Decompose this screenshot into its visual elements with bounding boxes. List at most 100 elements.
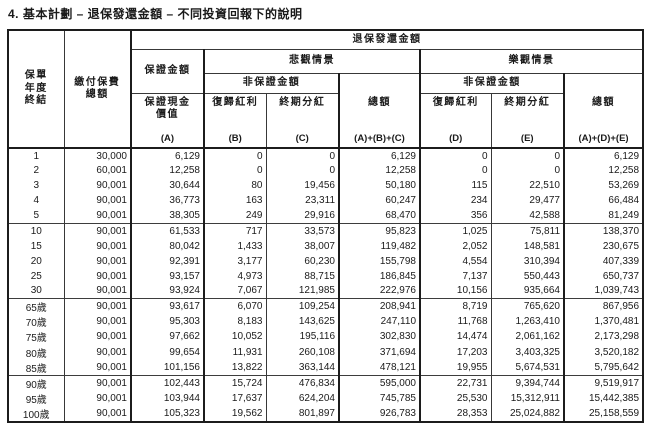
cell-ade: 230,675 <box>562 238 644 254</box>
cell-year: 1 <box>7 146 65 164</box>
cell-a: 93,157 <box>130 268 205 284</box>
cell-premium: 90,001 <box>63 208 132 224</box>
table-row: 30 90,001 93,924 7,067 121,985 222,976 10,156 9… <box>7 283 644 299</box>
header-non-guaranteed-pessimistic: 非保證金額 <box>203 72 340 94</box>
cell-ade: 1,370,481 <box>562 314 644 330</box>
header-pessimistic-scenario: 悲觀情景 <box>203 48 421 74</box>
cell-c: 33,573 <box>265 222 340 239</box>
cell-a: 92,391 <box>130 253 205 269</box>
cell-abc: 222,976 <box>338 283 421 299</box>
cell-a: 30,644 <box>130 178 205 194</box>
cell-a: 97,662 <box>130 329 205 345</box>
table-header: 保單 年度 終結 繳付保費 總額 退保發還金額 保證金額 悲觀情景 樂觀情景 非… <box>7 29 644 149</box>
cell-a: 38,305 <box>130 208 205 224</box>
cell-abc: 595,000 <box>338 374 421 391</box>
cell-b: 17,637 <box>203 390 267 406</box>
cell-premium: 90,001 <box>63 222 132 239</box>
cell-a: 12,258 <box>130 163 205 179</box>
cell-premium: 90,001 <box>63 359 132 376</box>
cell-year: 80歲 <box>7 344 65 360</box>
cell-e: 765,620 <box>490 298 565 315</box>
cell-b: 0 <box>203 146 267 164</box>
cell-premium: 90,001 <box>63 253 132 269</box>
cell-year: 90歲 <box>7 374 65 391</box>
cell-ade: 25,158,559 <box>562 405 644 422</box>
cell-ade: 6,129 <box>562 146 644 164</box>
cell-e: 22,510 <box>490 178 565 194</box>
table-row: 80歲 90,001 99,654 11,931 260,108 371,694 17,20… <box>7 344 644 360</box>
header-guaranteed-cash-value-label: 保證現金 價值 <box>144 96 191 121</box>
cell-e: 3,403,325 <box>490 344 565 360</box>
cell-d: 25,530 <box>419 390 492 406</box>
cell-c: 60,230 <box>265 253 340 269</box>
cell-ade: 2,173,298 <box>562 329 644 345</box>
cell-abc: 119,482 <box>338 238 421 254</box>
cell-abc: 50,180 <box>338 178 421 194</box>
cell-premium: 90,001 <box>63 390 132 406</box>
surrender-values-table: 保單 年度 終結 繳付保費 總額 退保發還金額 保證金額 悲觀情景 樂觀情景 非… <box>7 29 645 423</box>
cell-abc: 302,830 <box>338 329 421 345</box>
cell-e: 25,024,882 <box>490 405 565 422</box>
cell-b: 0 <box>203 163 267 179</box>
table-row: 3 90,001 30,644 80 19,456 50,180 115 22,510 53,2… <box>7 178 644 194</box>
table-row: 85歲 90,001 101,156 13,822 363,144 478,121 19,9… <box>7 359 644 376</box>
cell-premium: 90,001 <box>63 329 132 345</box>
cell-abc: 478,121 <box>338 359 421 376</box>
cell-premium: 30,000 <box>63 146 132 164</box>
cell-premium: 90,001 <box>63 314 132 330</box>
cell-premium: 90,001 <box>63 193 132 209</box>
header-optimistic-scenario: 樂觀情景 <box>418 48 644 74</box>
cell-year: 65歲 <box>7 298 65 315</box>
cell-b: 80 <box>203 178 267 194</box>
cell-b: 10,052 <box>203 329 267 345</box>
cell-ade: 138,370 <box>562 222 644 239</box>
cell-a: 93,617 <box>130 298 205 315</box>
header-surrender-refund-amount: 退保發還金額 <box>129 29 644 50</box>
cell-e: 935,664 <box>490 283 565 299</box>
header-total-pessimistic: 總額 (A)+(B)+(C) <box>338 72 421 149</box>
cell-ade: 1,039,743 <box>562 283 644 299</box>
cell-ade: 407,339 <box>562 253 644 269</box>
cell-a: 103,944 <box>130 390 205 406</box>
cell-premium: 90,001 <box>63 268 132 284</box>
cell-year: 70歲 <box>7 314 65 330</box>
header-formula-a: (A) <box>160 132 175 144</box>
table-row: 5 90,001 38,305 249 29,916 68,470 356 42,588 81,… <box>7 208 644 224</box>
cell-ade: 9,519,917 <box>562 374 644 391</box>
page-title: 4. 基本計劃 – 退保發還金額 – 不同投資回報下的說明 <box>8 7 303 21</box>
cell-c: 624,204 <box>265 390 340 406</box>
cell-e: 148,581 <box>490 238 565 254</box>
header-total-premiums-paid: 繳付保費 總額 <box>63 29 132 149</box>
cell-d: 10,156 <box>419 283 492 299</box>
cell-d: 14,474 <box>419 329 492 345</box>
cell-e: 5,674,531 <box>490 359 565 376</box>
cell-year: 85歲 <box>7 359 65 376</box>
header-total-pessimistic-label: 總額 <box>368 97 391 109</box>
cell-ade: 3,520,182 <box>562 344 644 360</box>
cell-e: 0 <box>490 146 565 164</box>
cell-c: 143,625 <box>265 314 340 330</box>
table-row: 25 90,001 93,157 4,973 88,715 186,845 7,137 550… <box>7 268 644 284</box>
cell-d: 0 <box>419 146 492 164</box>
cell-abc: 68,470 <box>338 208 421 224</box>
header-formula-e: (E) <box>520 132 534 144</box>
header-terminal-dividend-label: 終期分紅 <box>504 96 551 108</box>
header-terminal-dividend-pessimistic: 終期分紅 (C) <box>265 92 340 149</box>
cell-a: 61,533 <box>130 222 205 239</box>
cell-ade: 53,269 <box>562 178 644 194</box>
cell-e: 2,061,162 <box>490 329 565 345</box>
cell-a: 36,773 <box>130 193 205 209</box>
cell-c: 363,144 <box>265 359 340 376</box>
table-row: 1 30,000 6,129 0 0 6,129 0 0 6,129 <box>7 146 644 164</box>
header-formula-abc: (A)+(B)+(C) <box>354 132 405 144</box>
cell-e: 310,394 <box>490 253 565 269</box>
cell-abc: 155,798 <box>338 253 421 269</box>
header-total-optimistic-label: 總額 <box>592 97 615 109</box>
cell-premium: 60,001 <box>63 163 132 179</box>
cell-e: 75,811 <box>490 222 565 239</box>
cell-d: 2,052 <box>419 238 492 254</box>
cell-c: 23,311 <box>265 193 340 209</box>
cell-e: 9,394,744 <box>490 374 565 391</box>
cell-d: 17,203 <box>419 344 492 360</box>
cell-year: 3 <box>7 178 65 194</box>
